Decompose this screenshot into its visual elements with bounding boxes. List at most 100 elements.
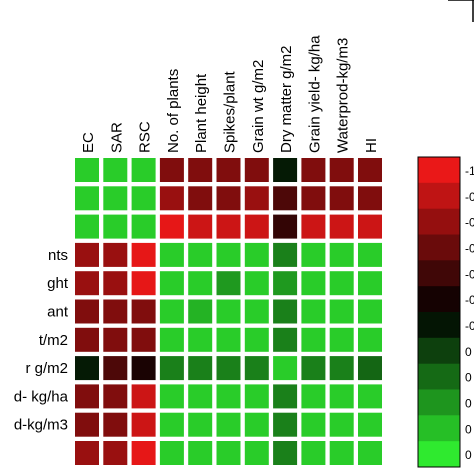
heatmap-cell	[159, 158, 184, 182]
heatmap-cell	[329, 271, 354, 296]
heatmap-cell	[329, 299, 354, 324]
heatmap-cell	[358, 158, 382, 182]
heatmap-cell	[159, 356, 184, 381]
heatmap-cell	[273, 441, 298, 465]
heatmap-cell	[75, 214, 99, 239]
heatmap-cell	[301, 242, 326, 267]
heatmap-cell	[329, 384, 354, 409]
heatmap-cell	[273, 242, 298, 267]
heatmap-cell	[75, 158, 99, 182]
heatmap-cell	[358, 214, 382, 239]
heatmap-cell	[301, 186, 326, 211]
row-label: t/m2	[39, 332, 68, 349]
row-labels: nts ght ant t/m2 r g/m2 d- kg/ha d-kg/m3	[14, 247, 69, 434]
heatmap-cell	[75, 186, 99, 211]
heatmap-cell	[159, 299, 184, 324]
heatmap-cell	[131, 271, 156, 296]
column-label: HI	[363, 138, 380, 153]
heatmap-cell	[244, 384, 269, 409]
heatmap-cell	[188, 384, 213, 409]
heatmap-cell	[103, 441, 128, 465]
legend-swatch	[418, 363, 460, 390]
heatmap-cell	[159, 271, 184, 296]
heatmap-cell	[75, 412, 99, 437]
heatmap-cell	[103, 158, 128, 182]
heatmap-cell	[131, 299, 156, 324]
heatmap-cell	[244, 299, 269, 324]
heatmap-cell	[301, 441, 326, 465]
legend-label: 0	[465, 371, 472, 385]
row-label: ant	[47, 304, 69, 321]
row-label: nts	[48, 247, 68, 264]
heatmap-cell	[358, 242, 382, 267]
heatmap-cell	[103, 356, 128, 381]
heatmap-cell	[131, 214, 156, 239]
heatmap-cell	[75, 384, 99, 409]
heatmap-cell	[301, 356, 326, 381]
legend-swatch	[418, 182, 460, 210]
heatmap-cell	[329, 214, 354, 239]
heatmap-cell	[216, 327, 241, 352]
heatmap-cell	[188, 327, 213, 352]
heatmap-cell	[188, 441, 213, 465]
heatmap-cell	[131, 242, 156, 267]
legend-swatch	[418, 234, 460, 261]
heatmap-cell	[188, 158, 213, 182]
heatmap-cell	[103, 186, 128, 211]
heatmap-cell	[358, 356, 382, 381]
heatmap-cell	[273, 299, 298, 324]
heatmap-cell	[329, 186, 354, 211]
legend-label: 0	[465, 396, 472, 410]
legend-swatch	[418, 260, 460, 287]
column-label: Plant height	[193, 73, 210, 153]
heatmap-cell	[188, 214, 213, 239]
heatmap-cell	[216, 356, 241, 381]
heatmap-cell	[301, 327, 326, 352]
column-label: Grain yield- kg/ha	[306, 35, 323, 153]
heatmap-cell	[103, 327, 128, 352]
heatmap-cell	[273, 327, 298, 352]
heatmap-cell	[273, 186, 298, 211]
heatmap-cell	[301, 214, 326, 239]
heatmap-cell	[244, 356, 269, 381]
legend-label: -0	[465, 241, 474, 255]
heatmap-cell	[103, 214, 128, 239]
heatmap-cell	[216, 214, 241, 239]
legend-label: -0	[465, 267, 474, 281]
heatmap-cell	[131, 158, 156, 182]
heatmap-cell	[188, 299, 213, 324]
heatmap-cell	[244, 186, 269, 211]
heatmap-cell	[244, 441, 269, 465]
legend-swatch	[418, 441, 460, 468]
heatmap-cell	[216, 158, 241, 182]
heatmap-cell	[75, 441, 99, 465]
heatmap-cell	[301, 158, 326, 182]
column-label: SAR	[108, 122, 125, 153]
heatmap-cell	[329, 356, 354, 381]
heatmap-cell	[358, 412, 382, 437]
heatmap-cell	[244, 214, 269, 239]
row-label: d- kg/ha	[14, 388, 69, 405]
heatmap-cell	[188, 271, 213, 296]
legend-label: -0	[465, 216, 474, 230]
heatmap-cell	[131, 441, 156, 465]
heatmap-cell	[131, 356, 156, 381]
legend-label: -0	[465, 319, 474, 333]
heatmap-cell	[358, 441, 382, 465]
legend-label: -1	[465, 164, 474, 178]
heatmap-cell	[216, 299, 241, 324]
heatmap-cell	[216, 441, 241, 465]
column-label: RSC	[137, 121, 154, 153]
heatmap-cell	[159, 441, 184, 465]
column-label: Dry matter g/m2	[278, 45, 295, 153]
heatmap-cell	[244, 242, 269, 267]
heatmap-cell	[329, 412, 354, 437]
column-label: Spikes/plant	[222, 70, 239, 153]
heatmap-cell	[358, 299, 382, 324]
heatmap-cell	[159, 412, 184, 437]
color-legend: -1 -0 -0 -0 -0 -0 -0 0 0 0 0 0	[417, 156, 474, 468]
heatmap-cell	[188, 356, 213, 381]
column-label: EC	[80, 132, 97, 153]
heatmap-cell	[159, 242, 184, 267]
heatmap-cells	[75, 158, 382, 465]
